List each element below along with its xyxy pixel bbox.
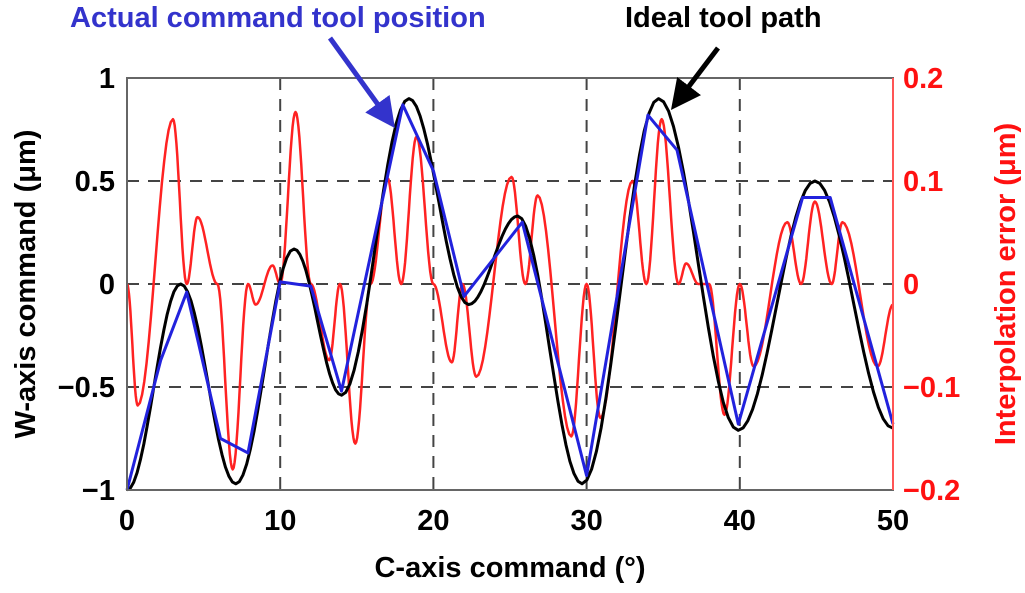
x-tick-label: 30 xyxy=(570,505,602,537)
series-line-error xyxy=(125,110,894,471)
x-axis-label: C-axis command (°) xyxy=(374,552,645,584)
x-tick-label: 10 xyxy=(264,505,296,537)
y-tick-label: 0.5 xyxy=(75,166,115,198)
y2-tick-label: −0.2 xyxy=(903,475,960,507)
annotation-actual: Actual command tool position xyxy=(70,2,486,34)
x-tick-label: 40 xyxy=(724,505,756,537)
y-tick-label: −1 xyxy=(82,475,115,507)
x-tick-label: 0 xyxy=(119,505,135,537)
y-tick-label: 0 xyxy=(99,269,115,301)
annotation-actual-arrow xyxy=(327,36,395,129)
series-line-ideal xyxy=(126,97,894,492)
y2-axis-label: Interpolation error (μm) xyxy=(990,123,1022,445)
series-group xyxy=(125,97,895,492)
x-tick-label: 20 xyxy=(417,505,449,537)
annotation-ideal: Ideal tool path xyxy=(625,2,822,34)
annotation-ideal-arrow xyxy=(670,46,720,110)
y2-tick-label: 0 xyxy=(903,269,919,301)
series-line-actual xyxy=(125,103,895,491)
ticks: 0 10 20 30 40 50 1 0.5 0 −0.5 −1 0.2 0.1 0 −0.1 −0.2 xyxy=(58,63,961,537)
y2-tick-label: 0.1 xyxy=(903,166,943,198)
y-tick-label: 1 xyxy=(99,63,115,95)
y-tick-label: −0.5 xyxy=(58,372,115,404)
y2-tick-label: 0.2 xyxy=(903,63,943,95)
x-tick-label: 50 xyxy=(877,505,909,537)
y-axis-label: W-axis command (μm) xyxy=(10,130,42,439)
y2-tick-label: −0.1 xyxy=(903,372,960,404)
